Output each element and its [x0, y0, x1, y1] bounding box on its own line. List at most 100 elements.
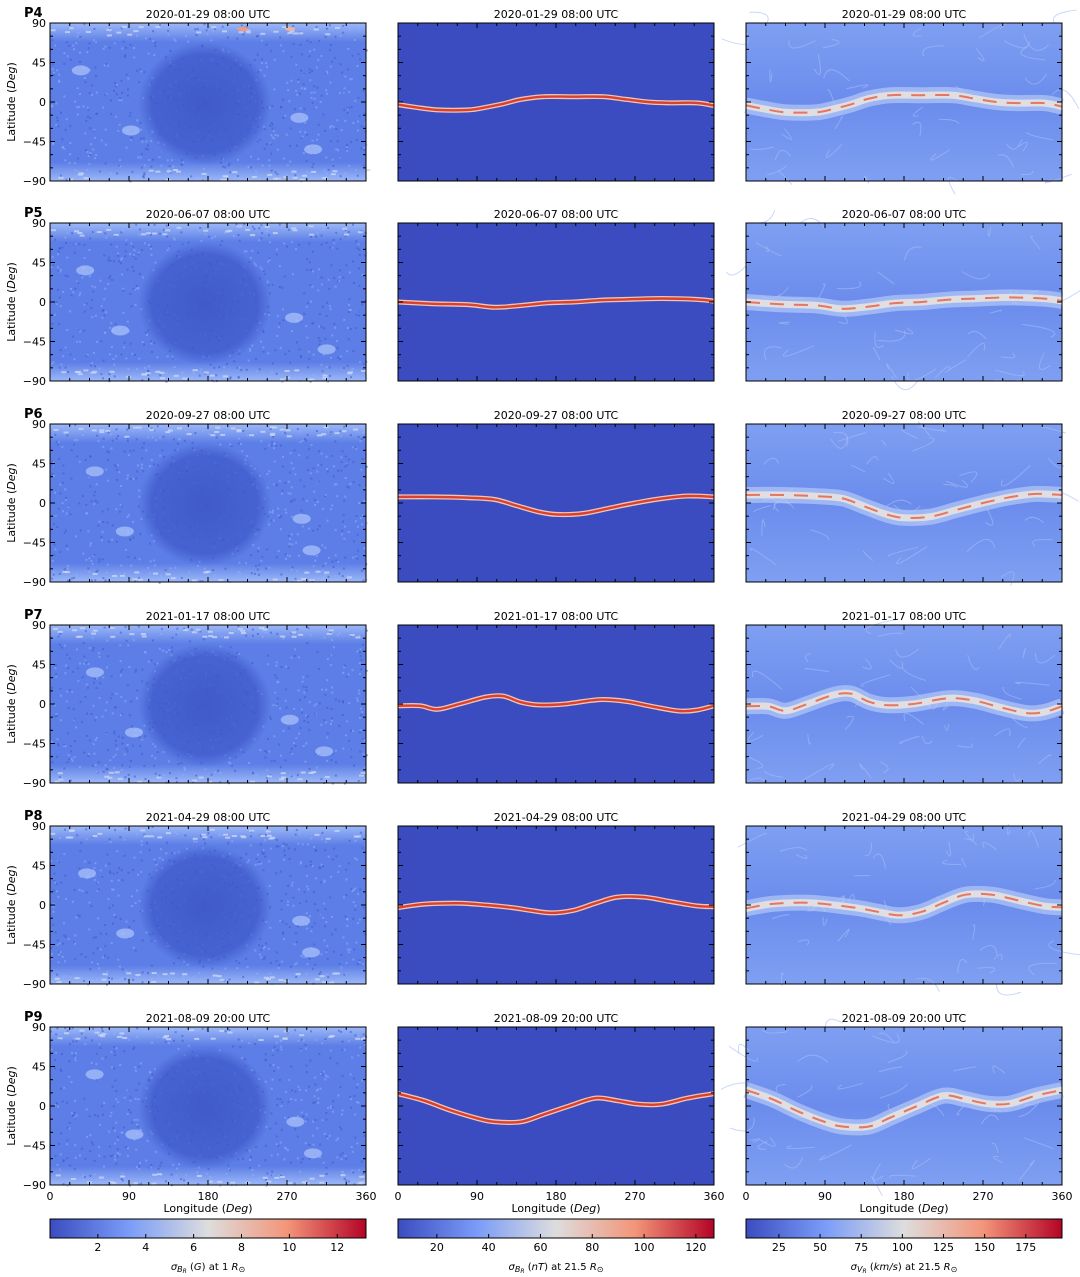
- map-speckle: [227, 842, 230, 845]
- flow-texture: [998, 154, 1014, 168]
- map-speckle: [292, 742, 295, 745]
- map-speckle: [67, 667, 69, 670]
- map-speckle: [294, 174, 297, 177]
- polar-speckle: [291, 170, 297, 173]
- y-tick-label: 0: [39, 497, 46, 510]
- map-speckle: [282, 932, 285, 935]
- map-speckle: [64, 529, 67, 532]
- map-speckle: [73, 48, 76, 51]
- map-speckle: [319, 867, 322, 870]
- map-speckle: [136, 470, 139, 473]
- map-speckle: [158, 774, 161, 777]
- flow-texture: [788, 40, 816, 49]
- map-speckle: [114, 323, 117, 326]
- map-speckle: [60, 363, 63, 366]
- map-speckle: [66, 761, 69, 764]
- polar-speckle: [85, 31, 91, 33]
- map-speckle: [115, 744, 117, 747]
- map-speckle: [125, 548, 128, 551]
- map-speckle: [113, 732, 116, 735]
- flow-texture: [1034, 652, 1056, 664]
- map-speckle: [343, 108, 346, 111]
- map-speckle: [213, 28, 216, 31]
- map-speckle: [285, 173, 287, 176]
- map-speckle: [77, 914, 80, 917]
- map-speckle: [343, 537, 346, 540]
- map-speckle: [191, 441, 194, 444]
- bright-patch: [302, 947, 321, 958]
- map-speckle: [353, 948, 356, 951]
- map-speckle: [116, 464, 119, 467]
- polar-speckle: [116, 31, 122, 34]
- map-speckle: [201, 580, 204, 583]
- map-speckle: [130, 305, 133, 308]
- map-speckle: [252, 773, 255, 776]
- polar-speckle: [210, 434, 216, 437]
- map-speckle: [84, 630, 87, 633]
- map-speckle: [281, 492, 283, 495]
- map-speckle: [127, 77, 130, 80]
- map-speckle: [350, 729, 353, 732]
- polar-speckle: [323, 426, 329, 429]
- map-speckle: [64, 366, 67, 369]
- map-speckle: [124, 978, 127, 981]
- map-speckle: [289, 127, 292, 130]
- map-speckle: [330, 719, 333, 722]
- map-speckle: [166, 235, 169, 238]
- map-speckle: [340, 435, 342, 438]
- map-speckle: [321, 544, 324, 547]
- map-speckle: [134, 949, 137, 952]
- flow-texture: [1000, 464, 1031, 487]
- map-speckle: [73, 717, 76, 720]
- map-speckle: [358, 731, 361, 734]
- polar-speckle: [314, 978, 320, 981]
- map-speckle: [341, 1113, 343, 1116]
- vr-panel: 2020-06-07 08:00 UTC: [726, 208, 1080, 391]
- map-speckle: [92, 290, 95, 293]
- map-speckle: [131, 265, 134, 268]
- flow-texture: [967, 331, 987, 340]
- flow-texture: [1048, 457, 1065, 469]
- map-speckle: [318, 268, 320, 271]
- map-speckle: [183, 439, 186, 442]
- map-speckle: [108, 870, 111, 873]
- map-speckle: [306, 258, 309, 261]
- current-sheet: [397, 694, 715, 713]
- map-speckle: [339, 269, 342, 272]
- polar-speckle: [251, 176, 257, 178]
- map-speckle: [327, 381, 330, 383]
- map-speckle: [113, 730, 116, 733]
- map-speckle: [308, 701, 311, 704]
- bright-patch: [121, 125, 140, 136]
- polar-speckle: [155, 370, 161, 373]
- flow-texture: [964, 833, 975, 841]
- map-speckle: [70, 750, 73, 753]
- map-speckle: [237, 571, 240, 573]
- map-speckle: [91, 231, 94, 233]
- map-speckle: [224, 166, 227, 169]
- map-speckle: [98, 520, 101, 523]
- map-speckle: [104, 764, 107, 767]
- map-speckle: [218, 834, 221, 837]
- map-speckle: [301, 439, 304, 442]
- map-speckle: [128, 765, 131, 768]
- map-speckle: [164, 571, 167, 574]
- map-speckle: [69, 142, 72, 144]
- map-speckle: [288, 555, 291, 558]
- map-speckle: [184, 768, 186, 771]
- map-speckle: [348, 739, 351, 742]
- polar-speckle: [220, 433, 226, 436]
- polar-speckle: [308, 225, 314, 228]
- map-speckle: [352, 461, 355, 464]
- map-speckle: [76, 648, 78, 651]
- map-speckle: [291, 884, 294, 887]
- map-speckle: [276, 248, 278, 251]
- map-speckle: [118, 510, 121, 513]
- map-speckle: [361, 514, 364, 517]
- map-speckle: [77, 281, 80, 284]
- map-speckle: [301, 680, 304, 683]
- polar-speckle: [129, 633, 135, 636]
- map-speckle: [92, 649, 95, 652]
- polar-speckle: [202, 635, 208, 638]
- map-speckle: [68, 1075, 71, 1078]
